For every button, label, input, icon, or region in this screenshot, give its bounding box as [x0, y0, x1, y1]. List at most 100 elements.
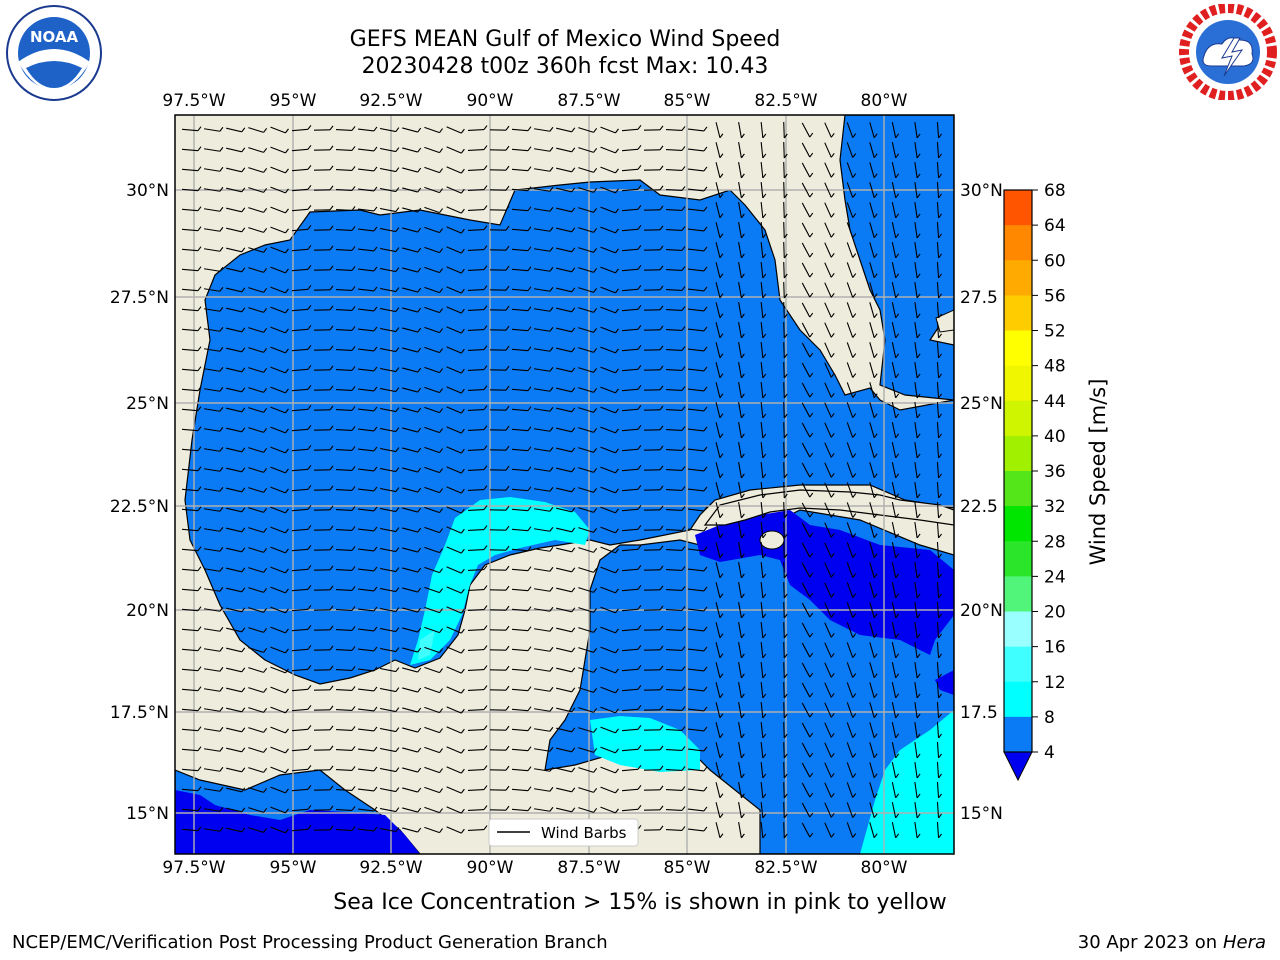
- wind-barb-tick: [637, 584, 642, 590]
- wind-barb-tick: [681, 646, 686, 651]
- wind-barb-tick: [762, 233, 767, 239]
- wind-barb: [357, 808, 375, 812]
- wind-barb: [248, 487, 264, 493]
- wind-barb: [801, 162, 811, 178]
- wind-barb-tick: [285, 468, 289, 474]
- wind-barb: [402, 447, 418, 453]
- wind-barb-tick: [830, 672, 835, 678]
- wind-barb: [556, 707, 572, 713]
- wind-barb-tick: [762, 213, 767, 219]
- wind-barb: [556, 327, 572, 333]
- wind-barb-tick: [549, 226, 554, 232]
- wind-barb-tick: [852, 533, 857, 538]
- wind-barb: [715, 582, 721, 598]
- wind-barb-tick: [703, 326, 708, 332]
- wind-barb-tick: [637, 564, 642, 570]
- wind-barb: [402, 607, 418, 613]
- wind-barb: [467, 409, 485, 411]
- wind-barb: [248, 647, 264, 653]
- wind-barb-tick: [852, 233, 857, 238]
- wind-barb: [578, 767, 594, 773]
- wind-barb: [511, 368, 529, 372]
- wind-barb: [801, 122, 811, 138]
- wind-barb-tick: [241, 507, 246, 513]
- wind-barb: [891, 462, 897, 478]
- wind-barb-tick: [852, 293, 857, 298]
- colorbar-tick-label: 40: [1044, 427, 1066, 447]
- wind-barb: [534, 148, 550, 152]
- wind-barb-tick: [916, 793, 921, 799]
- wind-barb: [248, 287, 264, 293]
- wind-barb-tick: [241, 587, 246, 593]
- wind-barb: [402, 687, 418, 693]
- wind-barb-tick: [762, 593, 767, 599]
- wind-barb: [600, 506, 616, 514]
- wind-barb-tick: [938, 493, 942, 499]
- legend-label: Wind Barbs: [541, 824, 627, 842]
- wind-barb-tick: [197, 806, 202, 812]
- wind-barb: [621, 348, 639, 352]
- wind-barb-tick: [505, 625, 510, 631]
- wind-barb: [357, 568, 375, 572]
- wind-barb: [467, 829, 485, 831]
- wind-barb: [869, 222, 875, 238]
- wind-barb: [511, 808, 529, 812]
- wind-barb: [824, 422, 832, 438]
- wind-barb: [226, 307, 242, 313]
- wind-barb-tick: [637, 484, 642, 490]
- wind-barb: [424, 806, 440, 814]
- wind-barb-tick: [241, 447, 246, 453]
- wind-barb: [556, 407, 572, 413]
- wind-barb-tick: [703, 766, 708, 772]
- wind-barb: [600, 666, 616, 674]
- wind-barb-tick: [762, 793, 767, 799]
- wind-barb: [424, 406, 440, 414]
- wind-barb-tick: [329, 125, 334, 131]
- wind-barb-tick: [637, 344, 642, 350]
- wind-barb: [936, 601, 940, 619]
- wind-barb: [226, 507, 242, 513]
- wind-barb: [248, 187, 264, 193]
- wind-barb-tick: [762, 753, 767, 759]
- wind-barb-tick: [329, 685, 334, 691]
- wind-barb: [846, 382, 854, 398]
- colorbar-swatch: [1004, 260, 1032, 296]
- wind-barb: [204, 148, 220, 152]
- wind-barb: [357, 128, 375, 132]
- wind-barb-tick: [219, 366, 224, 372]
- wind-barb-tick: [852, 373, 857, 378]
- wind-barb: [687, 828, 705, 832]
- wind-barb-tick: [505, 245, 510, 251]
- wind-barb: [891, 542, 897, 558]
- wind-barb: [715, 322, 721, 338]
- wind-barb-tick: [916, 673, 921, 679]
- wind-barb-tick: [895, 233, 900, 239]
- wind-barb-tick: [460, 148, 465, 154]
- wind-barb: [783, 261, 785, 279]
- lat-label: 25°N: [126, 394, 169, 414]
- wind-barb-tick: [483, 645, 488, 650]
- wind-barb-tick: [719, 393, 724, 399]
- wind-barb-tick: [659, 405, 664, 411]
- wind-barb: [738, 682, 742, 698]
- wind-barb-tick: [285, 168, 289, 174]
- wind-barb: [534, 188, 550, 192]
- wind-barb-tick: [439, 228, 444, 233]
- wind-barb: [687, 288, 705, 292]
- wind-barb-tick: [527, 166, 532, 172]
- wind-barb-tick: [219, 806, 224, 812]
- wind-barb-tick: [373, 346, 378, 352]
- wind-barb: [600, 146, 616, 154]
- wind-barb-tick: [351, 706, 356, 711]
- wind-barb: [291, 748, 309, 752]
- wind-barb: [446, 806, 462, 814]
- ice-note: Sea Ice Concentration > 15% is shown in …: [333, 890, 947, 915]
- wind-barb: [291, 528, 309, 532]
- wind-barb: [226, 207, 242, 213]
- wind-barb: [687, 388, 705, 392]
- wind-barb: [621, 668, 639, 672]
- wind-barb-tick: [285, 628, 289, 634]
- wind-barb: [738, 542, 742, 558]
- wind-barb: [335, 549, 353, 551]
- wind-barb: [446, 706, 462, 714]
